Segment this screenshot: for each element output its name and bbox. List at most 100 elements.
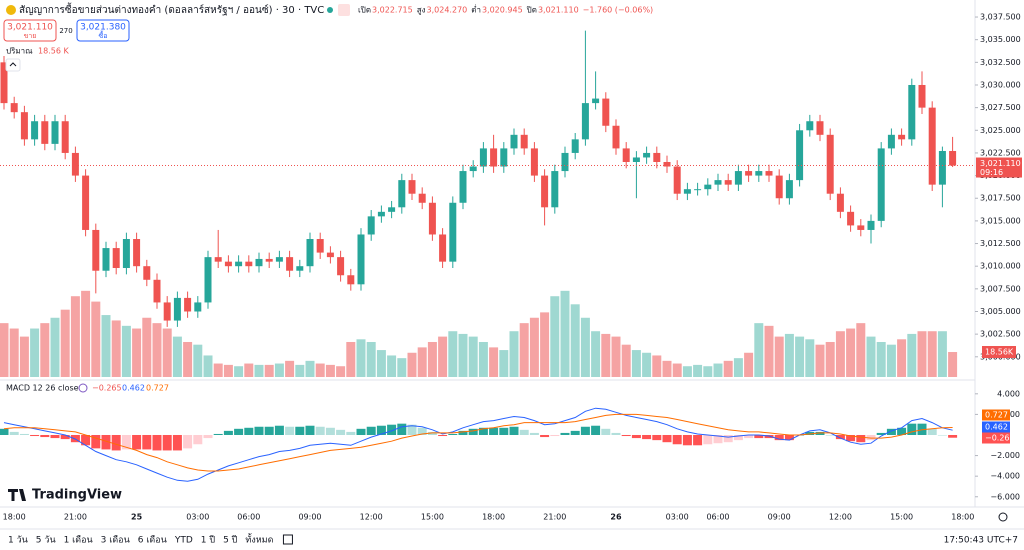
volume-bar	[315, 363, 325, 377]
volume-tag-label: 18.56K	[985, 348, 1014, 357]
candle-body	[683, 189, 691, 194]
x-tick-label: 18:00	[951, 513, 974, 522]
candle-body	[245, 261, 253, 267]
volume-bar	[376, 350, 386, 377]
plot	[0, 30, 975, 482]
volume-bar	[152, 323, 162, 377]
volume-bar	[580, 317, 590, 377]
volume-bar	[305, 360, 315, 377]
range-button[interactable]: 1 เดือน	[64, 535, 93, 546]
macd-histogram-bar	[121, 434, 131, 450]
y-tick-label: 3,017.500	[980, 194, 1021, 203]
range-button[interactable]: ทั้งหมด	[245, 533, 273, 546]
x-tick-label: 25	[131, 513, 143, 522]
buy-button[interactable]	[76, 19, 130, 42]
candle-body	[296, 266, 304, 271]
macd-histogram-bar	[285, 426, 295, 435]
y-tick-label: 3,012.500	[980, 239, 1021, 248]
macd-tag-label: 0.462	[985, 423, 1008, 432]
macd-histogram-bar	[295, 426, 305, 435]
volume-bar	[560, 290, 570, 377]
macd-histogram-bar	[203, 434, 213, 439]
macd-histogram-bar	[448, 433, 458, 435]
range-button[interactable]: 1 ปี	[201, 535, 216, 546]
candle-body	[806, 121, 814, 131]
candle-body	[755, 171, 763, 176]
candle-body	[184, 297, 192, 312]
macd-histogram-bar	[427, 431, 437, 435]
volume-bar	[897, 339, 907, 377]
x-tick-label: 15:00	[890, 513, 913, 522]
range-button[interactable]: 3 เดือน	[101, 535, 130, 546]
macd-histogram-bar	[234, 428, 244, 435]
ohlc-label: เปิด	[358, 6, 371, 15]
volume-bar	[111, 320, 121, 377]
x-tick-label: 09:00	[298, 513, 321, 522]
range-button[interactable]: 6 เดือน	[138, 535, 167, 546]
candle-body	[612, 125, 620, 149]
collapse-button[interactable]	[5, 58, 21, 72]
x-tick-label: 18:00	[482, 513, 505, 522]
volume-bar	[764, 325, 774, 377]
macd-histogram-bar	[713, 434, 723, 444]
volume-bar	[387, 355, 397, 377]
candle-body	[887, 134, 895, 149]
candle-body	[224, 261, 232, 267]
x-tick-label: 21:00	[543, 513, 566, 522]
y-tick-label: 3,007.500	[980, 284, 1021, 293]
macd-histogram-bar	[101, 434, 111, 450]
macd-histogram-bar	[529, 432, 539, 435]
candle-body	[112, 248, 120, 269]
macd-histogram-bar	[438, 434, 448, 437]
macd-histogram-bar	[509, 426, 519, 435]
macd-histogram-bar	[733, 434, 743, 441]
macd-histogram-bar	[152, 434, 162, 451]
y-tick-label: 3,005.000	[980, 307, 1021, 316]
macd-histogram-bar	[254, 426, 264, 435]
range-button[interactable]: 1 วัน	[8, 536, 28, 546]
macd-histogram-bar	[132, 434, 142, 450]
volume-bar	[631, 350, 641, 377]
candle-body	[581, 103, 589, 140]
range-button[interactable]: 5 ปี	[223, 535, 238, 546]
volume-bar	[886, 344, 896, 377]
calendar-icon[interactable]	[282, 534, 293, 545]
macd-histogram-bar	[866, 434, 876, 441]
macd-tag	[982, 409, 1010, 421]
volume-bar	[672, 363, 682, 377]
ohlc-legend: เปิด 3,022.715 สูง 3,024.270 ต่ำ 3,020.945 ปิด…	[358, 4, 653, 16]
macd-histogram-bar	[876, 432, 886, 435]
macd-histogram-bar	[662, 434, 672, 443]
candle-body	[938, 150, 946, 185]
countdown-label: 09:16	[980, 168, 1003, 177]
candle-body	[724, 180, 732, 185]
volume-bar	[774, 336, 784, 377]
macd-histogram-bar	[30, 434, 40, 437]
volume-bar	[805, 339, 815, 377]
x-tick-label: 09:00	[768, 513, 791, 522]
volume-bar	[876, 341, 886, 377]
range-button[interactable]: YTD	[174, 536, 193, 546]
candle-body	[857, 225, 865, 230]
time-axis-settings[interactable]	[998, 512, 1008, 522]
candle-body	[530, 148, 538, 176]
candle-body	[622, 148, 630, 162]
candle-body	[286, 257, 294, 271]
macd-settings-icon[interactable]	[78, 383, 88, 393]
volume-bar	[468, 336, 478, 377]
sell-button[interactable]	[3, 19, 57, 42]
macd-histogram-bar	[764, 434, 774, 439]
candle-body	[847, 211, 855, 226]
candle-body	[133, 239, 141, 267]
candle-body	[41, 121, 49, 144]
volume-bar	[50, 317, 60, 377]
candle-body	[714, 180, 722, 185]
range-button[interactable]: 5 วัน	[36, 536, 56, 546]
volume-bar	[30, 328, 40, 377]
macd-line	[3, 413, 953, 472]
macd-histogram-bar	[40, 434, 50, 438]
volume-bar	[652, 355, 662, 377]
candle-body	[469, 166, 477, 172]
